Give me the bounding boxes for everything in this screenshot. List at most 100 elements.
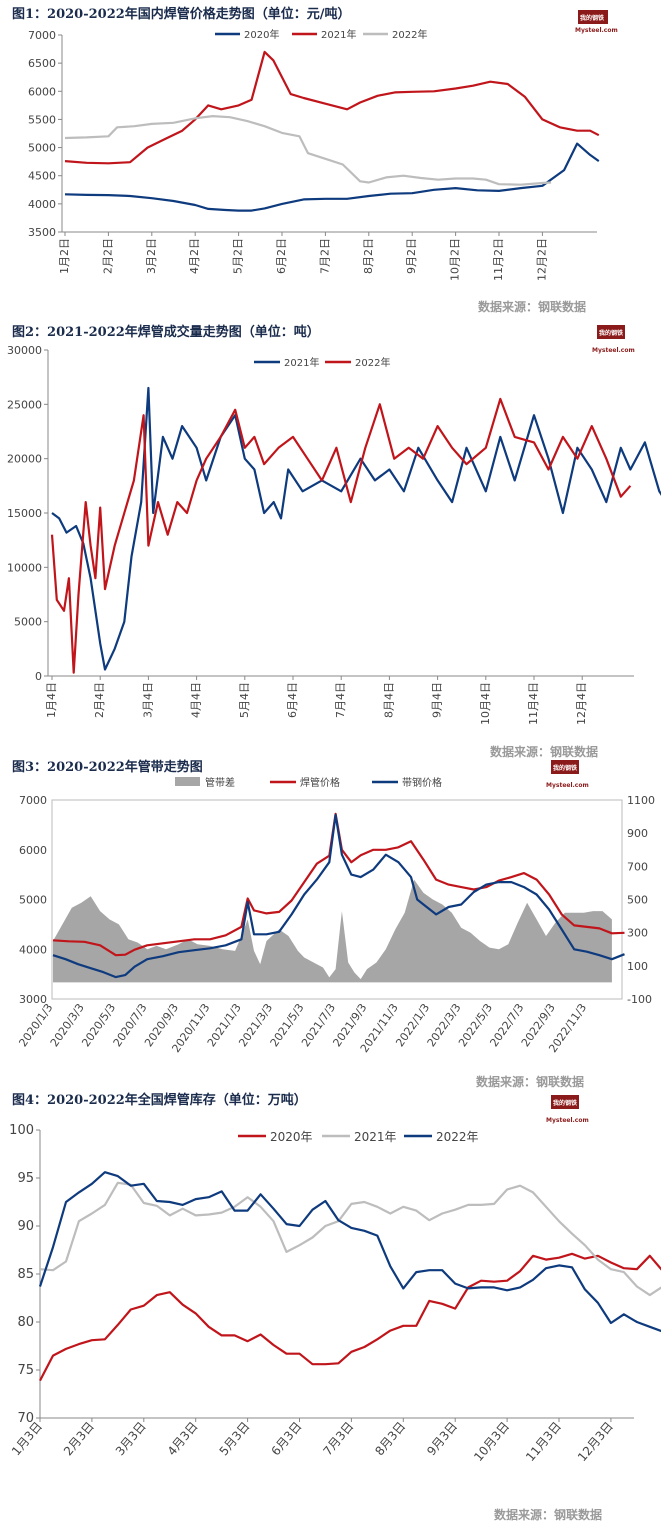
- chart-1-logo: 我的钢铁 Mysteel.com: [575, 10, 618, 34]
- y-right-tick-label: 300: [627, 927, 648, 940]
- chart-2: 图2：2021-2022年焊管成交量走势图（单位：吨） 我的钢铁 Mysteel…: [7, 324, 661, 759]
- x-tick-label: 4月4日: [190, 682, 203, 718]
- chart-3-logo: 我的钢铁 Mysteel.com: [546, 760, 589, 789]
- x-tick-label: 3月2日: [145, 238, 158, 274]
- x-tick-label: 6月2日: [275, 238, 288, 274]
- y-left-tick-label: 7000: [19, 794, 47, 807]
- legend-2020: 2020年: [270, 1130, 313, 1144]
- y-tick-label: 20000: [7, 453, 42, 466]
- legend-weld-price: 焊管价格: [300, 776, 340, 789]
- chart-4-title: 图4：2020-2022年全国焊管库存（单位：万吨）: [12, 1092, 307, 1108]
- chart-3-source: 数据来源：钢联数据: [476, 1074, 584, 1089]
- legend-2022: 2022年: [436, 1130, 479, 1144]
- chart-1-title: 图1：2020-2022年国内焊管价格走势图（单位：元/吨）: [12, 6, 351, 22]
- x-tick-label: 11月4日: [527, 682, 540, 725]
- logo-text: Mysteel.com: [546, 1117, 589, 1124]
- logo-text: Mysteel.com: [592, 347, 635, 354]
- chart-2-title: 图2：2021-2022年焊管成交量走势图（单位：吨）: [12, 324, 320, 340]
- x-tick-label: 7月4日: [334, 682, 347, 718]
- legend-2021: 2021年: [321, 28, 356, 41]
- x-tick-label: 9月4日: [431, 682, 444, 718]
- x-tick-label: 10月2日: [449, 238, 462, 281]
- x-tick-label: 2月3日: [61, 1419, 97, 1458]
- y-left-tick-label: 6000: [19, 844, 47, 857]
- y-tick-label: 4000: [28, 198, 56, 211]
- y-tick-label: 0: [35, 670, 42, 683]
- x-tick-label: 11月2日: [492, 238, 505, 281]
- y-tick-label: 5000: [14, 616, 42, 629]
- y-left-tick-label: 4000: [19, 943, 47, 956]
- x-tick-label: 6月4日: [286, 682, 299, 718]
- series-line-带钢价格: [52, 813, 625, 979]
- x-tick-label: 4月3日: [165, 1419, 201, 1458]
- y-right-tick-label: -100: [627, 993, 652, 1006]
- y-right-tick-label: 700: [627, 860, 648, 873]
- series-area-gap: [53, 879, 612, 983]
- y-tick-label: 4500: [28, 170, 56, 183]
- x-tick-label: 1月4日: [45, 682, 58, 718]
- legend-2022: 2022年: [355, 356, 390, 369]
- y-left-tick-label: 5000: [19, 894, 47, 907]
- legend-2022: 2022年: [392, 28, 427, 41]
- y-tick-label: 70: [17, 1411, 34, 1426]
- series-line-2022年: [64, 115, 552, 186]
- x-tick-label: 5月3日: [217, 1419, 253, 1458]
- x-tick-label: 7月3日: [320, 1419, 356, 1458]
- x-tick-label: 3月4日: [141, 682, 154, 718]
- y-tick-label: 75: [17, 1363, 34, 1378]
- series-line-2021年: [64, 50, 600, 165]
- chart-1: 图1：2020-2022年国内焊管价格走势图（单位：元/吨） 我的钢铁 Myst…: [12, 6, 618, 314]
- series-line-2020年: [39, 1252, 661, 1382]
- y-tick-label: 5000: [28, 142, 56, 155]
- logo-mark: 我的钢铁: [599, 329, 623, 337]
- chart-4-logo: 我的钢铁 Mysteel.com: [546, 1095, 589, 1124]
- x-tick-label: 5月2日: [232, 238, 245, 274]
- x-tick-label: 8月2日: [362, 238, 375, 274]
- legend-strip-price: 带钢价格: [402, 776, 442, 789]
- y-right-tick-label: 100: [627, 960, 648, 973]
- y-tick-label: 25000: [7, 398, 42, 411]
- x-tick-label: 10月3日: [471, 1419, 512, 1464]
- x-tick-label: 8月4日: [382, 682, 395, 718]
- x-tick-label: 4月2日: [188, 238, 201, 274]
- y-tick-label: 30000: [7, 344, 42, 357]
- series-line-2020年: [64, 142, 600, 212]
- chart-4-source: 数据来源：钢联数据: [494, 1507, 602, 1522]
- y-tick-label: 6500: [28, 57, 56, 70]
- chart-2-legend: 2021年 2022年: [254, 356, 390, 369]
- chart-2-logo: 我的钢铁 Mysteel.com: [592, 325, 635, 354]
- y-tick-label: 100: [9, 1123, 34, 1138]
- chart-3-title: 图3：2020-2022年管带走势图: [12, 759, 203, 775]
- x-tick-label: 9月3日: [424, 1419, 460, 1458]
- y-right-tick-label: 1100: [627, 794, 655, 807]
- logo-mark: 我的钢铁: [553, 764, 577, 772]
- y-tick-label: 3500: [28, 226, 56, 239]
- chart-1-source: 数据来源：钢联数据: [478, 299, 586, 314]
- x-tick-label: 2月2日: [101, 238, 114, 274]
- legend-2021: 2021年: [284, 356, 319, 369]
- chart-3-legend: 管带差 焊管价格 带钢价格: [175, 776, 442, 789]
- series-line-2022年: [38, 1171, 661, 1333]
- y-tick-label: 95: [17, 1171, 34, 1186]
- legend-2020: 2020年: [244, 28, 279, 41]
- x-tick-label: 1月2日: [58, 238, 71, 274]
- x-tick-label: 11月3日: [523, 1419, 564, 1464]
- y-tick-label: 5500: [28, 113, 56, 126]
- y-tick-label: 6000: [28, 85, 56, 98]
- x-tick-label: 12月4日: [575, 682, 588, 725]
- x-tick-label: 5月4日: [238, 682, 251, 718]
- x-tick-label: 2月4日: [93, 682, 106, 718]
- x-tick-label: 10月4日: [479, 682, 492, 725]
- x-tick-label: 7月2日: [318, 238, 331, 274]
- chart-4-legend: 2020年 2021年 2022年: [238, 1130, 479, 1144]
- x-tick-label: 6月3日: [269, 1419, 305, 1458]
- chart-1-legend: 2020年 2021年 2022年: [215, 28, 427, 41]
- logo-mark: 我的钢铁: [553, 1099, 577, 1107]
- series-line-2021年: [39, 1181, 661, 1297]
- y-tick-label: 15000: [7, 507, 42, 520]
- logo-text: Mysteel.com: [546, 782, 589, 789]
- legend-2021: 2021年: [354, 1130, 397, 1144]
- chart-3-plot: 3000 4000 5000 6000 7000 -100 100 300 500 700 900 1…: [16, 794, 655, 1055]
- y-tick-label: 80: [17, 1315, 34, 1330]
